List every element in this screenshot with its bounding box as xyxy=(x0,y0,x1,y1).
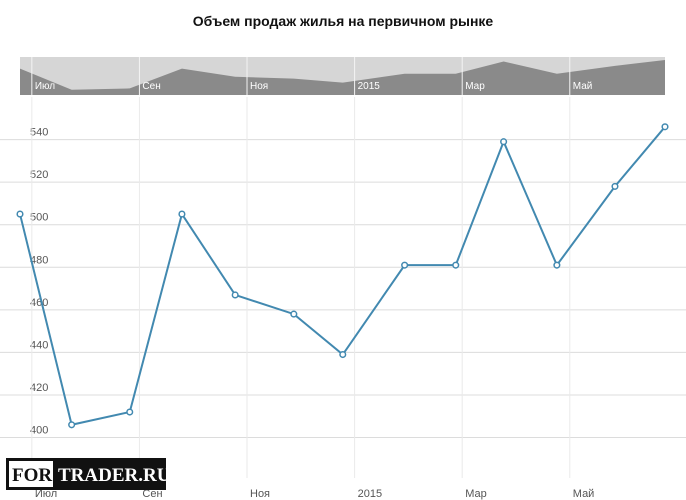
x-tick-label: 2015 xyxy=(358,488,382,500)
navigator-label: Ноя xyxy=(250,81,268,92)
y-tick-label: 520 xyxy=(30,169,48,181)
y-tick-label: 400 xyxy=(30,425,48,437)
point xyxy=(500,138,508,146)
chart-title: Объем продаж жилья на первичном рынке xyxy=(193,13,494,29)
y-tick-label: 500 xyxy=(30,212,48,224)
x-tick-label: Май xyxy=(573,488,595,500)
point xyxy=(401,261,409,269)
y-tick-label: 420 xyxy=(30,382,48,394)
point xyxy=(452,261,460,269)
watermark-left xyxy=(9,461,53,487)
point xyxy=(231,291,239,299)
point xyxy=(290,310,298,318)
y-tick-label: 440 xyxy=(30,339,48,351)
y-tick-label: 480 xyxy=(30,254,48,266)
navigator-area xyxy=(20,59,665,95)
navigator-label: Мар xyxy=(465,81,485,92)
point xyxy=(126,408,134,416)
watermark-text: TRADER.RU xyxy=(58,465,171,486)
x-tick-label: Сен xyxy=(142,488,162,500)
y-tick-label: 460 xyxy=(30,297,48,309)
point xyxy=(553,261,561,269)
point xyxy=(16,210,24,218)
point xyxy=(661,123,669,131)
navigator-label: Сен xyxy=(142,81,160,92)
navigator-label: Май xyxy=(573,81,593,92)
x-tick-label: Мар xyxy=(465,488,487,500)
point xyxy=(68,421,76,429)
watermark-text: FOR xyxy=(12,465,52,486)
x-tick-label: Ноя xyxy=(250,488,270,500)
navigator-label: 2015 xyxy=(358,81,381,92)
y-tick-label: 540 xyxy=(30,127,48,139)
point xyxy=(178,210,186,218)
point xyxy=(611,182,619,190)
line xyxy=(19,126,666,426)
x-tick-label: Июл xyxy=(35,488,57,500)
point xyxy=(339,350,347,359)
navigator-label: Июл xyxy=(35,81,55,92)
